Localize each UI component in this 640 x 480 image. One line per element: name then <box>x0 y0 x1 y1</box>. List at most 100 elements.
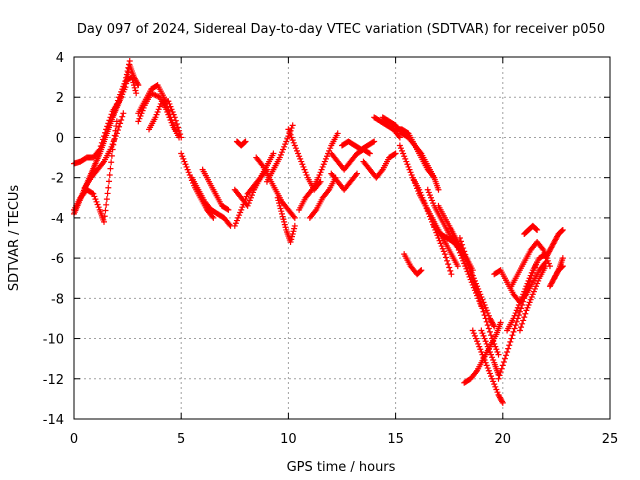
data-point <box>138 110 145 117</box>
data-point <box>102 207 109 214</box>
data-point <box>288 233 295 240</box>
data-point <box>133 90 140 97</box>
data-point <box>485 325 492 332</box>
data-point <box>334 130 341 137</box>
data-point <box>554 268 561 275</box>
data-point <box>540 247 547 254</box>
data-point <box>395 133 402 140</box>
data-point <box>226 221 233 228</box>
data-point <box>101 218 108 225</box>
data-point <box>468 271 475 278</box>
data-point <box>511 325 518 332</box>
data-point <box>134 80 141 87</box>
data-point <box>448 228 455 235</box>
data-point <box>180 155 187 162</box>
data-point <box>278 210 285 217</box>
y-tick-label: -10 <box>43 333 64 348</box>
data-point <box>454 244 461 251</box>
data-point <box>99 159 106 166</box>
data-point <box>166 114 173 121</box>
data-point <box>240 201 247 208</box>
data-point <box>280 146 287 153</box>
data-point <box>307 188 314 195</box>
data-point <box>290 139 297 146</box>
data-point <box>281 218 288 225</box>
data-point <box>542 263 549 270</box>
data-point <box>525 302 532 309</box>
data-point <box>135 118 142 125</box>
data-point <box>474 288 481 295</box>
x-tick-label: 25 <box>602 432 619 447</box>
y-tick-label: -14 <box>43 413 64 428</box>
series-track-47 <box>551 255 566 282</box>
data-point <box>140 104 147 111</box>
data-point <box>182 161 189 168</box>
data-point <box>131 82 138 89</box>
data-point <box>463 255 470 262</box>
data-point <box>520 317 527 324</box>
data-point <box>510 315 517 322</box>
data-point <box>465 261 472 268</box>
data-point <box>475 340 482 347</box>
series-track-23 <box>328 170 361 193</box>
data-point <box>425 210 432 217</box>
data-point <box>284 135 291 142</box>
x-tick-label: 0 <box>70 432 78 447</box>
y-tick-label: -12 <box>43 373 64 388</box>
data-point <box>110 138 117 145</box>
data-point <box>496 372 503 379</box>
data-point <box>461 260 468 267</box>
data-point <box>460 245 467 252</box>
data-point <box>478 348 485 355</box>
data-point <box>459 241 466 248</box>
data-point <box>489 354 496 361</box>
data-point <box>126 61 133 68</box>
data-point <box>448 271 455 278</box>
data-point <box>301 166 308 173</box>
data-point <box>539 245 546 252</box>
y-tick-label: -2 <box>51 172 64 187</box>
data-point <box>405 163 412 170</box>
data-point <box>456 235 463 241</box>
data-point <box>113 123 120 130</box>
data-point <box>480 354 487 361</box>
data-point <box>484 343 491 350</box>
data-point <box>241 139 248 146</box>
series-track-25 <box>371 114 403 141</box>
data-point <box>152 114 159 121</box>
data-point <box>473 369 479 376</box>
data-point <box>530 288 537 295</box>
data-point <box>534 280 541 287</box>
data-point <box>315 174 322 181</box>
data-point <box>522 310 529 317</box>
data-point <box>110 110 117 117</box>
data-point <box>494 389 501 396</box>
data-point <box>120 83 127 90</box>
data-point <box>452 239 459 246</box>
plot-frame <box>73 56 611 420</box>
data-point <box>281 143 288 150</box>
data-point <box>291 222 298 229</box>
data-point <box>238 206 245 213</box>
series-track-42 <box>508 239 553 290</box>
series-track-11 <box>199 166 232 213</box>
data-point <box>559 226 566 233</box>
data-point <box>400 150 407 157</box>
data-point <box>183 163 190 170</box>
data-point <box>431 174 438 181</box>
series-track-17 <box>274 194 298 246</box>
data-point <box>276 154 283 161</box>
data-point <box>103 201 110 208</box>
data-point <box>289 137 296 144</box>
data-point <box>521 314 528 321</box>
data-point <box>136 115 143 122</box>
data-point <box>209 213 216 220</box>
data-point <box>371 138 378 145</box>
data-point <box>510 328 517 335</box>
data-point <box>406 166 413 173</box>
data-point <box>471 281 478 288</box>
data-point <box>290 213 297 220</box>
data-point <box>170 111 177 118</box>
data-point <box>467 268 474 275</box>
data-point <box>354 170 361 177</box>
